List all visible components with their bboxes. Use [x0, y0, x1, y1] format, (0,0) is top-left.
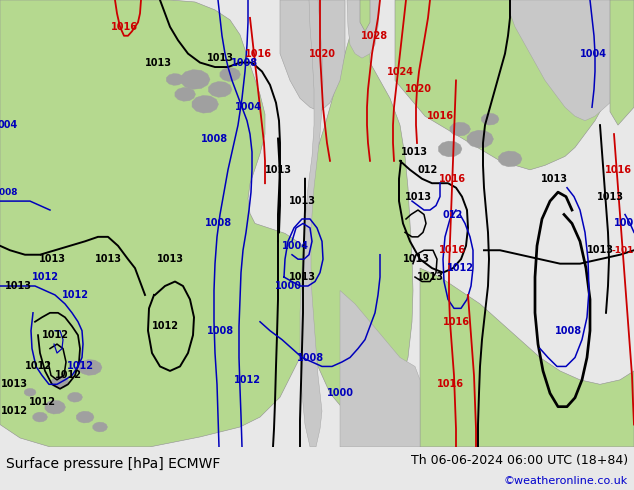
Text: 1016: 1016	[604, 165, 631, 175]
Polygon shape	[68, 392, 82, 402]
Text: 1013: 1013	[94, 254, 122, 264]
Polygon shape	[24, 389, 36, 396]
Text: 012: 012	[418, 165, 438, 175]
Text: 1012: 1012	[233, 375, 261, 385]
Text: 1013: 1013	[145, 57, 172, 68]
Text: 1012: 1012	[61, 290, 89, 300]
Text: -1016: -1016	[612, 246, 634, 255]
Text: 004: 004	[0, 120, 18, 130]
Polygon shape	[498, 151, 522, 167]
Text: 1000: 1000	[327, 388, 354, 398]
Text: 1013: 1013	[207, 53, 233, 63]
Polygon shape	[166, 74, 184, 85]
Polygon shape	[450, 122, 470, 136]
Polygon shape	[610, 0, 634, 125]
Text: Surface pressure [hPa] ECMWF: Surface pressure [hPa] ECMWF	[6, 457, 221, 471]
Polygon shape	[45, 400, 65, 414]
Text: 1004: 1004	[281, 241, 309, 251]
Text: 1008: 1008	[204, 219, 231, 228]
Text: 1013: 1013	[541, 174, 567, 184]
Text: 1013: 1013	[288, 272, 316, 282]
Text: 1016: 1016	[439, 245, 465, 255]
Polygon shape	[305, 0, 413, 420]
Text: 1005: 1005	[614, 219, 634, 228]
Polygon shape	[0, 0, 320, 447]
Text: 1013: 1013	[157, 254, 183, 264]
Polygon shape	[51, 376, 69, 388]
Text: 012: 012	[443, 210, 463, 220]
Polygon shape	[181, 70, 210, 89]
Polygon shape	[439, 141, 462, 157]
Polygon shape	[280, 0, 345, 112]
Text: 1012: 1012	[32, 272, 58, 282]
Polygon shape	[300, 0, 323, 447]
Text: 1012: 1012	[1, 406, 27, 416]
Text: 1013: 1013	[39, 254, 65, 264]
Text: 1016: 1016	[443, 317, 470, 327]
Text: ©weatheronline.co.uk: ©weatheronline.co.uk	[503, 475, 628, 486]
Text: -1008: -1008	[0, 188, 18, 196]
Text: 1012: 1012	[55, 370, 82, 380]
Text: 1013: 1013	[403, 254, 429, 264]
Text: 1028: 1028	[361, 31, 387, 41]
Text: 1016: 1016	[427, 111, 453, 121]
Text: 1016: 1016	[439, 174, 465, 184]
Polygon shape	[360, 0, 370, 31]
Text: 1012: 1012	[41, 330, 68, 340]
Text: 1012: 1012	[25, 362, 51, 371]
Polygon shape	[175, 87, 195, 101]
Text: 1013: 1013	[597, 192, 623, 201]
Polygon shape	[76, 411, 94, 423]
Text: 1020: 1020	[404, 84, 432, 95]
Polygon shape	[79, 360, 102, 375]
Text: 1016: 1016	[436, 379, 463, 390]
Text: 1020: 1020	[309, 49, 335, 59]
Polygon shape	[347, 0, 380, 58]
Polygon shape	[340, 291, 420, 447]
Polygon shape	[192, 96, 219, 113]
Polygon shape	[467, 130, 493, 148]
Text: 1013: 1013	[288, 196, 316, 206]
Text: 1008: 1008	[230, 57, 257, 68]
Text: 1016: 1016	[110, 22, 138, 32]
Polygon shape	[33, 412, 48, 422]
Polygon shape	[93, 422, 108, 432]
Polygon shape	[220, 68, 240, 81]
Polygon shape	[395, 0, 634, 170]
Text: 1008: 1008	[297, 352, 323, 363]
Text: 1016: 1016	[245, 49, 271, 59]
Polygon shape	[510, 0, 634, 121]
Text: 1024: 1024	[387, 67, 413, 76]
Text: 1013: 1013	[401, 147, 427, 157]
Text: 1008: 1008	[207, 326, 233, 336]
Polygon shape	[209, 81, 232, 97]
Text: 1012: 1012	[152, 321, 179, 331]
Text: 1000: 1000	[275, 281, 302, 291]
Polygon shape	[420, 268, 634, 447]
Text: 1008: 1008	[555, 326, 581, 336]
Text: 1013: 1013	[4, 281, 32, 291]
Text: 1012: 1012	[446, 263, 474, 273]
Text: 1004: 1004	[579, 49, 607, 59]
Text: 1013: 1013	[417, 272, 444, 282]
Text: 1012: 1012	[29, 397, 56, 407]
Text: 1008: 1008	[202, 134, 229, 144]
Text: 1012: 1012	[67, 362, 93, 371]
Text: 1013: 1013	[404, 192, 432, 201]
Text: 1013: 1013	[264, 165, 292, 175]
Text: 1004: 1004	[235, 102, 261, 112]
Text: 1013: 1013	[586, 245, 614, 255]
Text: 1013: 1013	[1, 379, 27, 390]
Polygon shape	[481, 113, 499, 125]
Text: Th 06-06-2024 06:00 UTC (18+84): Th 06-06-2024 06:00 UTC (18+84)	[411, 454, 628, 467]
